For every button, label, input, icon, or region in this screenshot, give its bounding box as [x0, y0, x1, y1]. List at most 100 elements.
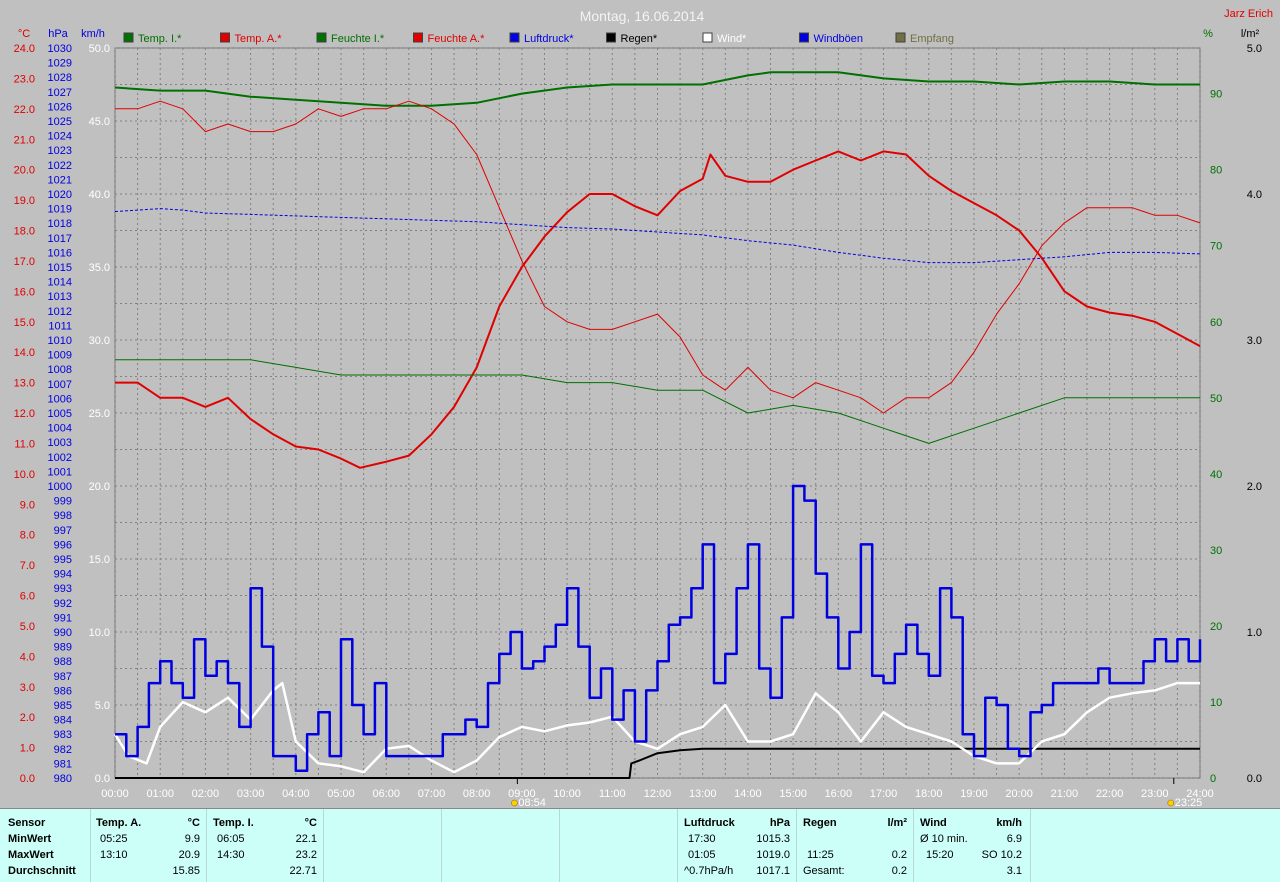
x-tick-label: 18:00: [915, 788, 943, 800]
x-tick-label: 17:00: [870, 788, 898, 800]
x-tick-label: 04:00: [282, 788, 310, 800]
humidity-tick-label: 70: [1210, 241, 1222, 253]
x-tick-label: 24:00: [1186, 788, 1214, 800]
pressure-tick-label: 989: [54, 642, 72, 654]
temp-tick-label: 3.0: [20, 682, 35, 694]
pressure-tick-label: 1003: [48, 437, 72, 449]
legend-label: Regen*: [621, 33, 658, 45]
x-tick-label: 19:00: [960, 788, 988, 800]
wind-tick-label: 5.0: [95, 700, 110, 712]
statistics-panel: Sensor MinWert MaxWert Durchschnitt Temp…: [0, 808, 1280, 882]
pressure-tick-label: 1029: [48, 58, 72, 70]
x-tick-label: 14:00: [734, 788, 762, 800]
pressure-tick-label: 1015: [48, 262, 72, 274]
legend-label: Wind*: [717, 33, 747, 45]
sensor-header: Sensor: [8, 817, 46, 829]
pressure-tick-label: 986: [54, 685, 72, 697]
wind-avg10-label: Ø 10 min.: [920, 833, 968, 845]
rain-unit: l/m²: [887, 817, 907, 829]
pressure-tick-label: 991: [54, 612, 72, 624]
author-label: Jarz Erich: [1224, 8, 1273, 20]
pressure-tick-label: 1021: [48, 174, 72, 186]
pressure-header: Luftdruck: [684, 817, 735, 829]
temp-tick-label: 8.0: [20, 530, 35, 542]
marker-time-label: 08:54: [518, 797, 546, 808]
temp-tick-label: 4.0: [20, 651, 35, 663]
pressure-tick-label: 996: [54, 539, 72, 551]
pressure-tick-label: 1027: [48, 87, 72, 99]
humidity-tick-label: 50: [1210, 393, 1222, 405]
pressure-tick-label: 992: [54, 598, 72, 610]
temp-tick-label: 18.0: [14, 226, 35, 238]
temp-tick-label: 22.0: [14, 104, 35, 116]
temp-a-max-value: 20.9: [178, 849, 200, 861]
legend-swatch: [702, 32, 713, 43]
x-tick-label: 16:00: [825, 788, 853, 800]
rain-tick-label: 5.0: [1247, 43, 1262, 55]
wind-max-time: 15:20: [926, 849, 954, 861]
x-tick-label: 02:00: [192, 788, 220, 800]
pressure-tick-label: 1013: [48, 291, 72, 303]
moon-icon: [1167, 799, 1175, 807]
temp-tick-label: 19.0: [14, 195, 35, 207]
x-tick-label: 21:00: [1051, 788, 1079, 800]
humidity-tick-label: 90: [1210, 89, 1222, 101]
rain-tick-label: 2.0: [1247, 481, 1262, 493]
humidity-tick-label: 30: [1210, 545, 1222, 557]
wind-tick-label: 15.0: [89, 554, 110, 566]
rain-tick-label: 4.0: [1247, 189, 1262, 201]
x-tick-label: 09:00: [508, 788, 536, 800]
temp-tick-label: 21.0: [14, 134, 35, 146]
pressure-tick-label: 980: [54, 773, 72, 785]
rain-tick-label: 0.0: [1247, 773, 1262, 785]
series-feuchte-a: [115, 100, 1201, 414]
wind-tick-label: 20.0: [89, 481, 110, 493]
temp-tick-label: 0.0: [20, 773, 35, 785]
pressure-tick-label: 1001: [48, 466, 72, 478]
pressure-tick-label: 1016: [48, 247, 72, 259]
x-tick-label: 06:00: [372, 788, 400, 800]
temp-tick-label: 2.0: [20, 712, 35, 724]
pressure-tick-label: 1030: [48, 43, 72, 55]
minwert-label: MinWert: [8, 833, 52, 845]
temp-i-header: Temp. I.: [213, 817, 254, 829]
temp-tick-label: 20.0: [14, 165, 35, 177]
wind-tick-label: 35.0: [89, 262, 110, 274]
legend-label: Temp. A.*: [235, 33, 283, 45]
marker-time-label: 23:25: [1175, 797, 1203, 808]
temp-tick-label: 17.0: [14, 256, 35, 268]
wind-tick-label: 40.0: [89, 189, 110, 201]
legend-label: Feuchte A.*: [428, 33, 486, 45]
legend-swatch: [316, 32, 327, 43]
pressure-tick-label: 985: [54, 700, 72, 712]
pressure-tick-label: 1008: [48, 364, 72, 376]
temp-a-max-time: 13:10: [100, 849, 128, 861]
rain-max-time: 11:25: [807, 849, 834, 861]
durchschnitt-label: Durchschnitt: [8, 865, 76, 877]
time-markers: 08:54 23:25: [511, 778, 1202, 808]
humidity-tick-label: 20: [1210, 621, 1222, 633]
pressure-tick-label: 1011: [48, 320, 72, 332]
chart-title: Montag, 16.06.2014: [580, 8, 705, 24]
pressure-tick-label: 994: [54, 569, 72, 581]
sunrise-icon: [511, 799, 518, 807]
temp-i-min-value: 22.1: [295, 833, 317, 845]
pressure-tick-label: 1020: [48, 189, 72, 201]
temp-tick-label: 23.0: [14, 73, 35, 85]
humidity-tick-label: 80: [1210, 165, 1222, 177]
pressure-max-value: 1019.0: [756, 849, 790, 861]
pressure-tick-label: 984: [54, 715, 72, 727]
pressure-tick-label: 1010: [48, 335, 72, 347]
legend-label: Temp. I.*: [138, 33, 182, 45]
legend-swatch: [413, 32, 423, 43]
temp-i-unit: °C: [304, 817, 317, 829]
pressure-tick-label: 1014: [48, 277, 72, 289]
pressure-axis-label: hPa: [48, 28, 68, 40]
pressure-tick-label: 1018: [48, 218, 72, 230]
rain-total-value: 0.2: [891, 865, 907, 877]
pressure-tick-label: 983: [54, 729, 72, 741]
pressure-tick-label: 998: [54, 510, 72, 522]
legend-label: Luftdruck*: [524, 33, 574, 45]
temp-tick-label: 6.0: [20, 591, 35, 603]
pressure-tick-label: 1026: [48, 101, 72, 113]
